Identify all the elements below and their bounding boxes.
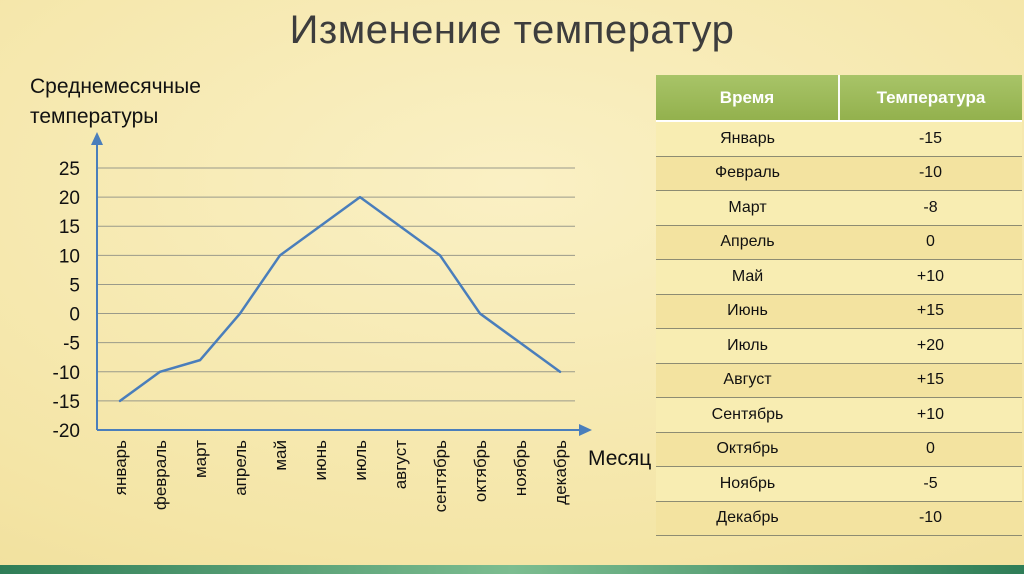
x-tick-label: март [191,440,210,478]
x-tick-label: сентябрь [431,440,450,513]
y-tick-label: 20 [59,188,80,209]
y-tick-label: -10 [53,363,80,384]
cell-month: Декабрь [716,509,779,527]
cell-month: Август [723,371,772,389]
cell-month: Сентябрь [711,405,784,423]
x-tick-label: февраль [151,440,170,510]
cell-temperature: +20 [916,336,945,354]
cell-temperature: +15 [916,302,945,320]
table-row: Февраль -10 [656,156,1022,191]
cell-month: Апрель [720,233,775,251]
x-tick-label: апрель [231,440,250,496]
cell-month: Октябрь [716,440,779,458]
y-axis-arrow-icon [91,132,103,145]
table-row: Сентябрь +10 [656,398,1022,433]
cell-month: Февраль [714,164,781,182]
cell-temperature: -10 [918,164,943,182]
cell-temperature: 0 [926,233,935,251]
cell-temperature: -5 [923,474,938,492]
cell-month: Июль [727,336,768,354]
x-tick-label: декабрь [551,440,570,505]
series-line [118,195,562,403]
cell-temperature: +15 [916,371,945,389]
footer-bar [0,565,1024,574]
cell-temperature: 0 [926,440,935,458]
table-row: Январь -15 [656,122,1022,157]
table-row: Июнь +15 [656,294,1022,329]
cell-temperature: +10 [916,405,945,423]
cell-month: Июнь [727,302,768,320]
y-tick-label: 25 [59,159,80,180]
y-tick-label: -20 [53,421,80,442]
temperature-table: Время Температура Январь -15 Февраль -10 Мар… [656,75,1022,536]
cell-temperature: -10 [918,509,943,527]
x-axis-arrow-icon [579,424,592,436]
x-tick-label: ноябрь [511,440,530,496]
table-row: Август +15 [656,363,1022,398]
y-tick-label: 5 [69,275,80,296]
slide-title: Изменение температур [289,8,735,52]
cell-temperature: -8 [923,198,938,216]
x-tick-label: октябрь [471,440,490,502]
y-tick-label: -5 [63,334,80,355]
x-tick-label: июнь [311,440,330,481]
y-tick-label: -15 [53,392,80,413]
cell-temperature: -15 [918,129,943,147]
x-tick-label: июль [351,440,370,481]
table-header-time: Время [656,75,840,120]
temperature-line-chart: -20 -15 -10 -5 0 5 10 15 20 25 январь февраль март ап… [53,132,592,513]
cell-temperature: +10 [916,267,945,285]
y-tick-label: 0 [69,305,80,326]
cell-month: Январь [720,129,775,147]
table-row: Июль +20 [656,329,1022,364]
x-tick-label: август [391,440,410,489]
x-tick-label: май [271,440,290,471]
x-tick-label: январь [111,440,130,495]
x-axis-label: Месяц [588,447,652,470]
table-header-row: Время Температура [656,75,1022,122]
table-row: Ноябрь -5 [656,467,1022,502]
cell-month: Май [731,267,764,285]
table-row: Май +10 [656,260,1022,295]
table-row: Март -8 [656,191,1022,226]
y-tick-label: 10 [59,246,80,267]
cell-month: Март [728,198,767,216]
table-body: Январь -15 Февраль -10 Март -8 Апрель 0 Май +10 Ию… [656,122,1022,536]
y-tick-label: 15 [59,217,80,238]
table-header-temperature: Температура [876,87,986,107]
table-row: Апрель 0 [656,225,1022,260]
table-row: Октябрь 0 [656,432,1022,467]
cell-month: Ноябрь [719,474,776,492]
table-row: Декабрь -10 [656,501,1022,536]
chart-title: Среднемесячные температуры [30,75,201,129]
